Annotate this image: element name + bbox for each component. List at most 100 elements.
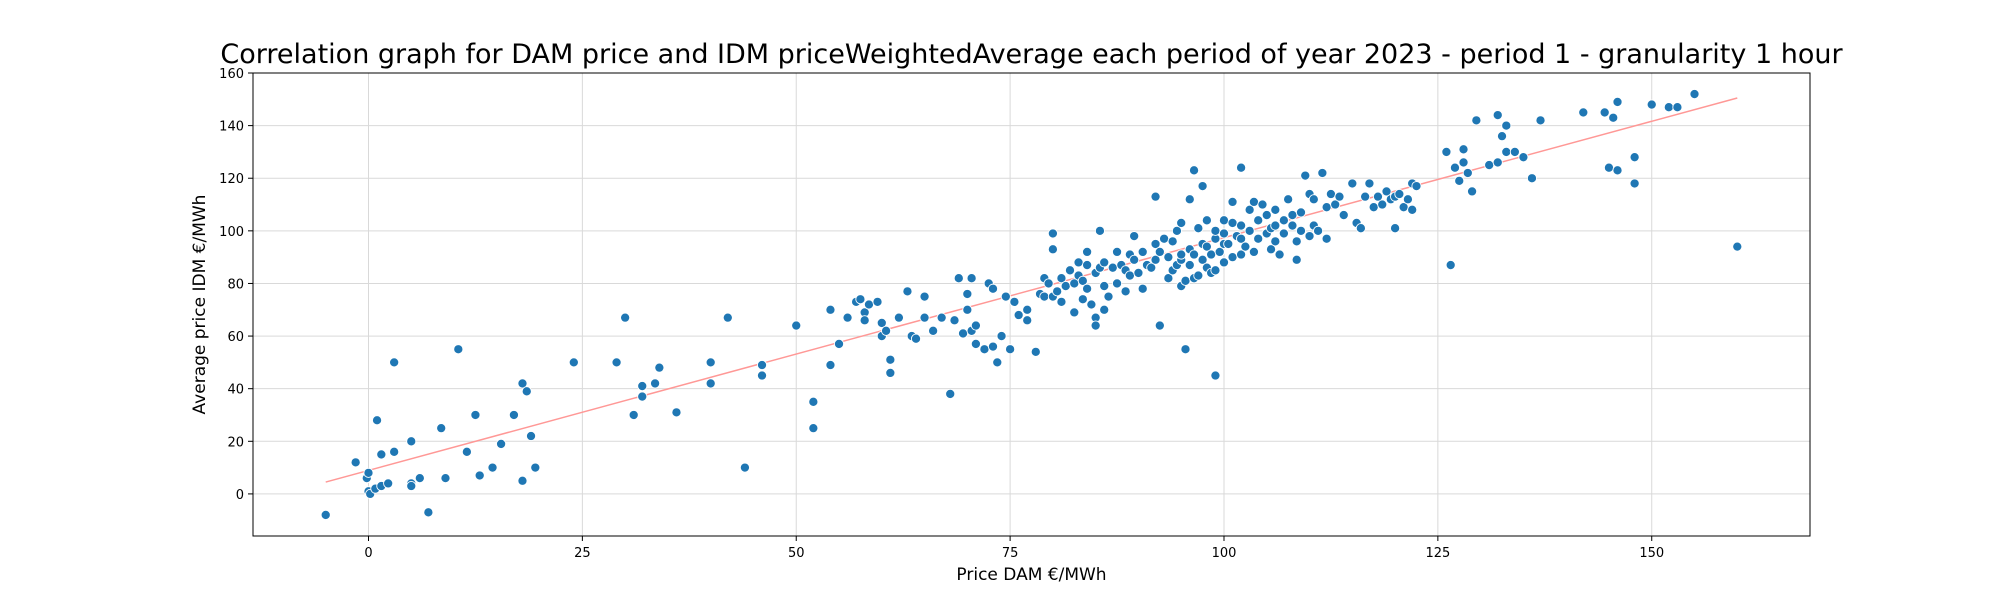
data-point [1150,254,1161,265]
data-point [885,367,896,378]
data-point [1402,194,1413,205]
y-tick-label: 100 [219,225,244,240]
data-point [654,362,665,373]
data-point [825,359,836,371]
data-point [1261,210,1272,221]
data-point [1334,191,1345,202]
x-tick-label: 125 [1425,546,1450,561]
data-point [1526,173,1538,184]
data-point [1030,346,1041,357]
data-point [1201,215,1212,226]
data-point [1253,233,1264,244]
data-point [756,370,768,381]
data-point [1218,215,1230,226]
data-point [1073,257,1084,268]
data-point [1099,304,1110,315]
data-point [992,357,1003,368]
data-point [1009,296,1020,307]
data-point [406,436,417,447]
x-tick-label: 150 [1639,546,1664,561]
data-point [722,312,733,323]
data-point [1291,236,1302,247]
y-axis-label: Average price IDM €/MWh [190,195,210,415]
data-point [1154,246,1165,257]
data-point [1077,275,1088,286]
data-point [1218,228,1230,239]
data-point [1535,115,1546,126]
data-point [791,320,802,331]
data-point [970,320,981,331]
data-point [1227,196,1238,207]
data-point [885,354,896,365]
data-point [962,288,973,300]
data-point [1445,259,1456,271]
data-point [508,409,519,421]
data-point [1124,270,1135,281]
data-point [440,473,451,484]
data-point [363,467,374,478]
data-point [1278,215,1289,226]
data-point [1047,244,1058,255]
chart-title: Correlation graph for DAM price and IDM … [220,39,1843,70]
data-point [1163,273,1174,284]
data-point [1364,178,1375,189]
data-point [1206,249,1217,260]
data-point [423,507,434,518]
data-point [1188,165,1200,176]
points-layer [320,88,1743,521]
data-point [1056,273,1067,284]
data-point [1094,225,1105,236]
y-tick-label: 160 [219,67,244,82]
data-point [1082,246,1093,257]
data-point [1111,246,1123,257]
data-point [1137,283,1148,294]
data-point [1608,112,1619,123]
data-point [320,509,331,521]
data-point [1360,191,1371,202]
data-point [1663,102,1674,113]
data-point [949,315,960,326]
data-point [620,312,631,323]
data-point [487,462,498,473]
x-tick-label: 100 [1212,546,1237,561]
data-point [1612,165,1623,176]
data-point [808,396,819,407]
data-point [1099,281,1110,292]
data-point [1137,246,1148,257]
data-point [371,415,383,426]
data-point [1060,281,1071,292]
y-tick-label: 40 [227,383,244,398]
data-point [1176,217,1187,228]
data-point [1732,241,1743,252]
y-tick-label: 0 [236,488,244,503]
data-point [1458,157,1469,168]
data-point [461,446,472,457]
data-point [1291,254,1302,265]
data-point [496,438,507,449]
data-point [842,312,853,323]
data-point [1214,246,1225,257]
data-point [1227,252,1238,263]
data-point [1449,162,1461,173]
data-point [1223,238,1234,250]
data-point [919,312,930,323]
y-tick-label: 120 [219,172,244,187]
data-point [1022,304,1033,315]
data-point [1321,233,1332,244]
data-point [970,338,981,350]
data-point [1355,223,1366,234]
data-point [1022,315,1033,326]
data-point [1248,196,1259,207]
data-point [1458,144,1469,155]
data-point [1236,249,1247,260]
data-point [1381,186,1392,197]
data-point [1197,254,1208,265]
data-point [1629,178,1640,189]
data-point [1000,291,1011,302]
data-point [1578,107,1589,118]
data-point [1210,265,1221,276]
data-point [1227,217,1238,228]
data-point [1171,225,1182,236]
data-point [1672,102,1683,113]
data-point [705,357,716,368]
